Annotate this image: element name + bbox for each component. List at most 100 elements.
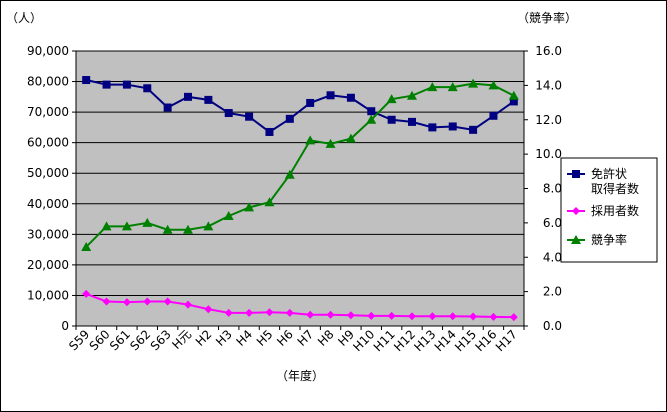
data-point-triangle [447,82,458,92]
data-point-diamond [326,310,335,319]
data-point-diamond [428,312,437,321]
data-point-diamond [469,312,478,321]
data-point-diamond [448,312,457,321]
data-point-square [143,84,152,93]
right-axis-ticks: 0.0 2.0 4.0 6.0 8.0 10.0 12.0 14.0 16.0 [524,44,562,333]
data-point-diamond [245,308,254,317]
right-tick-label: 0.0 [543,319,562,333]
data-point-diamond [265,308,274,317]
data-point-square [408,117,416,126]
data-point-diamond [489,312,498,321]
data-point-diamond [82,289,91,298]
data-point-diamond [387,311,396,320]
data-point-square [469,125,478,134]
series [82,289,518,322]
data-point-triangle [121,221,132,231]
data-point-square [285,114,294,123]
left-tick-label: 80,000 [27,75,69,89]
legend-label: 採用者数 [591,203,639,218]
data-point-square [184,92,192,101]
data-point-diamond [306,310,315,319]
data-point-diamond [224,308,233,317]
data-point-square [204,95,213,104]
plot-area [75,50,525,327]
data-point-square [428,123,437,132]
data-point-triangle [508,90,519,100]
data-point-diamond [204,305,213,314]
x-tick-label: H元 [169,327,194,352]
data-point-triangle [81,241,92,251]
right-tick-label: 2.0 [543,285,562,299]
data-point-square [387,115,396,124]
data-point-diamond [163,297,172,306]
right-tick-label: 16.0 [535,44,562,58]
series-line [85,79,515,134]
series-layer [81,76,519,322]
x-tick-label: H17 [493,327,520,354]
legend-label: 競争率 [591,232,627,247]
x-tick-label: H3 [213,327,235,349]
data-point-diamond [346,311,355,320]
x-tick-label: H5 [254,327,276,349]
data-point-square [306,98,315,107]
gridlines [75,50,525,327]
left-tick-label: 20,000 [27,258,69,272]
data-point-triangle [101,221,112,231]
data-point-square [245,112,254,121]
data-point-triangle [223,211,234,220]
left-tick-label: 90,000 [27,44,69,58]
data-point-triangle [162,224,173,234]
right-tick-label: 12.0 [535,113,562,127]
data-point-diamond [143,297,152,306]
right-tick-label: 4.0 [543,250,562,264]
x-tick-label: H8 [315,327,337,349]
data-point-square [489,111,498,120]
left-axis-ticks: 0 10,000 20,000 30,000 40,000 50,000 60,000 70,… [27,44,76,333]
data-point-square [572,170,580,178]
data-point-triangle [468,78,479,88]
left-tick-label: 60,000 [27,136,69,150]
data-point-triangle [244,202,255,212]
series [82,76,518,136]
data-point-square [367,107,376,116]
data-point-diamond [285,308,294,317]
data-point-diamond [122,298,131,307]
x-tick-label: H6 [274,327,296,349]
x-tick-label: H7 [295,327,317,349]
data-point-diamond [367,311,376,320]
x-tick-label: H4 [234,327,256,349]
data-point-triangle [366,114,377,124]
x-tick-label: H2 [193,327,215,349]
right-axis-label: （競争率） [517,10,577,25]
data-point-triangle [488,80,499,90]
left-axis-label: （人） [6,11,42,25]
data-point-triangle [386,94,397,104]
series-line [85,82,515,248]
data-point-square [326,91,335,100]
right-tick-label: 8.0 [543,182,562,196]
data-point-triangle [345,133,356,143]
right-tick-label: 6.0 [543,216,562,230]
data-point-triangle [183,224,193,234]
right-tick-label: 10.0 [535,147,562,161]
data-point-square [509,97,518,106]
data-point-square [265,127,274,136]
data-point-triangle [264,197,275,207]
data-point-triangle [203,221,214,231]
data-point-triangle [305,135,316,145]
data-point-diamond [509,313,518,322]
left-tick-label: 50,000 [27,166,69,180]
left-tick-label: 0 [61,319,69,333]
x-axis-ticks: S59S60S61S62S63H元H2H3H4H5H6H7H8H9H10H11H… [66,326,525,354]
data-point-square [163,103,172,112]
legend-label: 免許状 [591,166,627,181]
left-tick-label: 10,000 [27,288,69,302]
left-tick-label: 70,000 [27,105,69,119]
left-tick-label: 40,000 [27,197,69,211]
data-point-triangle [427,82,438,92]
data-point-triangle [407,90,417,100]
data-point-square [448,122,457,131]
x-axis-label: （年度） [276,368,324,383]
